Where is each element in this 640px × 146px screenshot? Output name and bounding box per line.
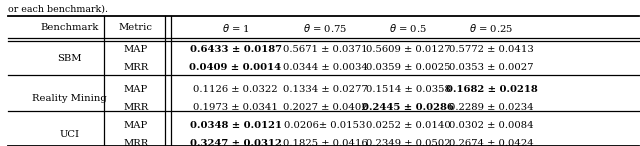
Text: MRR: MRR	[123, 103, 148, 112]
Text: 0.5671 ± 0.0371: 0.5671 ± 0.0371	[283, 45, 367, 54]
Text: 0.2445 ± 0.0286: 0.2445 ± 0.0286	[362, 103, 454, 112]
Text: SBM: SBM	[57, 54, 81, 63]
Text: 0.0252 ± 0.0140: 0.0252 ± 0.0140	[366, 121, 451, 130]
Text: 0.1973 ± 0.0341: 0.1973 ± 0.0341	[193, 103, 278, 112]
Text: 0.1682 ± 0.0218: 0.1682 ± 0.0218	[445, 85, 538, 94]
Text: 0.0409 ± 0.0014: 0.0409 ± 0.0014	[189, 63, 282, 72]
Text: 0.2289 ± 0.0234: 0.2289 ± 0.0234	[449, 103, 534, 112]
Text: 0.0344 ± 0.0034: 0.0344 ± 0.0034	[283, 63, 367, 72]
Text: 0.2027 ± 0.0402: 0.2027 ± 0.0402	[283, 103, 367, 112]
Text: 0.1126 ± 0.0322: 0.1126 ± 0.0322	[193, 85, 278, 94]
Text: MRR: MRR	[123, 139, 148, 146]
Text: MRR: MRR	[123, 63, 148, 72]
Text: or each benchmark).: or each benchmark).	[8, 5, 108, 14]
Text: $\theta$ = 0.5: $\theta$ = 0.5	[389, 22, 428, 34]
Text: 0.5772 ± 0.0413: 0.5772 ± 0.0413	[449, 45, 534, 54]
Text: Benchmark: Benchmark	[40, 23, 99, 32]
Text: 0.0206± 0.0153: 0.0206± 0.0153	[284, 121, 366, 130]
Text: 0.1334 ± 0.0277: 0.1334 ± 0.0277	[283, 85, 367, 94]
Text: MAP: MAP	[124, 85, 148, 94]
Text: $\theta$ = 0.25: $\theta$ = 0.25	[470, 22, 513, 34]
Text: MAP: MAP	[124, 121, 148, 130]
Text: Metric: Metric	[118, 23, 153, 32]
Text: 0.0302 ± 0.0084: 0.0302 ± 0.0084	[449, 121, 534, 130]
Text: 0.0353 ± 0.0027: 0.0353 ± 0.0027	[449, 63, 534, 72]
Text: 0.6433 ± 0.0187: 0.6433 ± 0.0187	[189, 45, 282, 54]
Text: MAP: MAP	[124, 45, 148, 54]
Text: 0.2674 ± 0.0424: 0.2674 ± 0.0424	[449, 139, 534, 146]
Text: 0.3247 ± 0.0312: 0.3247 ± 0.0312	[189, 139, 282, 146]
Text: Reality Mining: Reality Mining	[32, 94, 106, 103]
Text: $\theta$ = 0.75: $\theta$ = 0.75	[303, 22, 348, 34]
Text: UCI: UCI	[59, 130, 79, 139]
Text: 0.1514 ± 0.0358: 0.1514 ± 0.0358	[366, 85, 451, 94]
Text: 0.0359 ± 0.0025: 0.0359 ± 0.0025	[366, 63, 451, 72]
Text: 0.5609 ± 0.0127: 0.5609 ± 0.0127	[366, 45, 451, 54]
Text: 0.1825 ± 0.0416: 0.1825 ± 0.0416	[283, 139, 367, 146]
Text: 0.0348 ± 0.0121: 0.0348 ± 0.0121	[189, 121, 282, 130]
Text: 0.2349 ± 0.0502: 0.2349 ± 0.0502	[366, 139, 451, 146]
Text: $\theta$ = 1: $\theta$ = 1	[221, 22, 250, 34]
